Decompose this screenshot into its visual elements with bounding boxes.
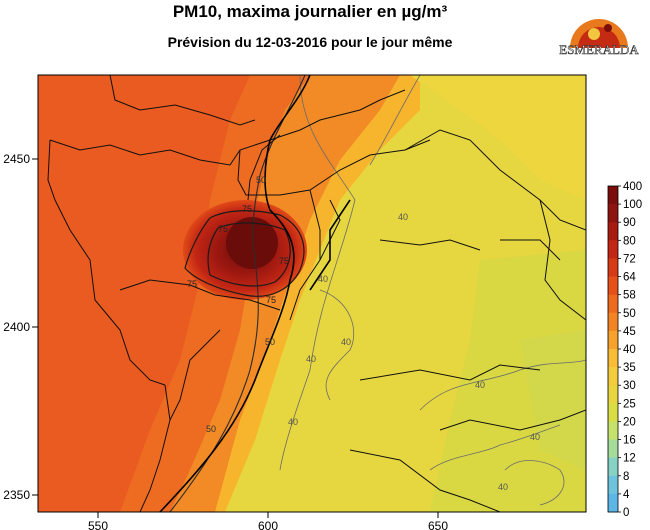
logo-spot [604, 24, 612, 32]
contour-label: 40 [530, 432, 540, 442]
colorbar-segment [608, 204, 618, 223]
y-tick-label: 2400 [3, 320, 30, 334]
contour-label: 50 [256, 175, 266, 185]
colorbar-label: 12 [623, 453, 636, 465]
x-tick-label: 650 [428, 519, 448, 530]
colorbar-label: 80 [623, 235, 636, 247]
contour-label: 75 [187, 279, 197, 289]
contour-label: 75 [242, 204, 252, 214]
colorbar-label: 35 [623, 362, 636, 374]
x-tick-label: 550 [88, 519, 108, 530]
greenish-core [520, 330, 586, 470]
colorbar-label: 64 [623, 272, 636, 284]
logo-sun [588, 28, 600, 40]
contour-label: 50 [265, 337, 275, 347]
axes [32, 158, 439, 518]
contour-label: 40 [498, 482, 508, 492]
colorbar-label: 72 [623, 253, 636, 265]
red-orange-zone [38, 75, 250, 512]
contour-label: 75 [218, 224, 228, 234]
y-tick-label: 2450 [3, 152, 30, 166]
upper-yellow [410, 75, 586, 200]
colorbar-segment [608, 403, 618, 422]
colorbar-segment [608, 385, 618, 404]
colorbar-label: 16 [623, 435, 636, 447]
contour-50 [169, 75, 306, 512]
colorbar-segment [608, 475, 618, 495]
y-tick-label: 2350 [3, 488, 30, 502]
paris-hotspot-core [226, 217, 278, 269]
colorbar-segment [608, 276, 618, 296]
map-field [38, 75, 586, 512]
map-title: PM10, maxima journalier en µg/m³ [172, 2, 448, 21]
colorbar-label: 20 [623, 416, 636, 428]
x-tick-label: 600 [258, 519, 278, 530]
colorbar-segment [608, 258, 618, 278]
colorbar-label: 30 [623, 380, 636, 392]
contour-label: 40 [318, 274, 328, 284]
contour-label: 40 [306, 354, 316, 364]
contour-75 [184, 210, 305, 297]
colorbar-label: 100 [623, 199, 642, 211]
colorbar-label: 4 [623, 489, 630, 501]
contour-labels: 40 40 40 40 40 40 40 40 50 50 50 75 75 7… [187, 175, 540, 492]
colorbar-label: 25 [623, 398, 636, 410]
contour-label: 40 [475, 380, 485, 390]
colorbar-segment [608, 294, 618, 314]
contour-label: 40 [288, 417, 298, 427]
colorbar-segment [608, 457, 618, 477]
colorbar-label: 45 [623, 326, 636, 338]
contour-40 [279, 75, 586, 506]
colorbar-segment [608, 330, 618, 350]
colorbar-label: 90 [623, 217, 636, 229]
colorbar-label: 40 [623, 344, 636, 356]
contour-label: 40 [341, 337, 351, 347]
logo-text: ESMERALDA [559, 42, 639, 57]
contour-label: 40 [398, 212, 408, 222]
colorbar-segment [608, 240, 618, 259]
colorbar-segment [608, 367, 618, 386]
colorbar-segment [608, 349, 618, 368]
esmeralda-logo: ESMERALDA [559, 19, 640, 57]
colorbar-label: 400 [623, 181, 642, 193]
region-boundary [159, 75, 351, 512]
colorbar-segment [608, 493, 618, 513]
map-subtitle: Prévision du 12-03-2016 pour le jour mêm… [167, 34, 453, 50]
colorbar-label: 50 [623, 308, 636, 320]
colorbar-label: 0 [623, 507, 629, 519]
colorbar-label: 58 [623, 290, 636, 302]
contour-label: 75 [266, 295, 276, 305]
colorbar-segment [608, 222, 618, 241]
contour-label: 75 [279, 256, 289, 266]
colorbar-segment [608, 312, 618, 332]
admin-boundaries [47, 75, 586, 512]
colorbar-segment [608, 186, 618, 205]
map-frame [37, 74, 587, 513]
colorbar-segment [608, 439, 618, 459]
colorbar-segment [608, 421, 618, 441]
colorbar-label: 8 [623, 471, 629, 483]
contour-label: 50 [206, 424, 216, 434]
